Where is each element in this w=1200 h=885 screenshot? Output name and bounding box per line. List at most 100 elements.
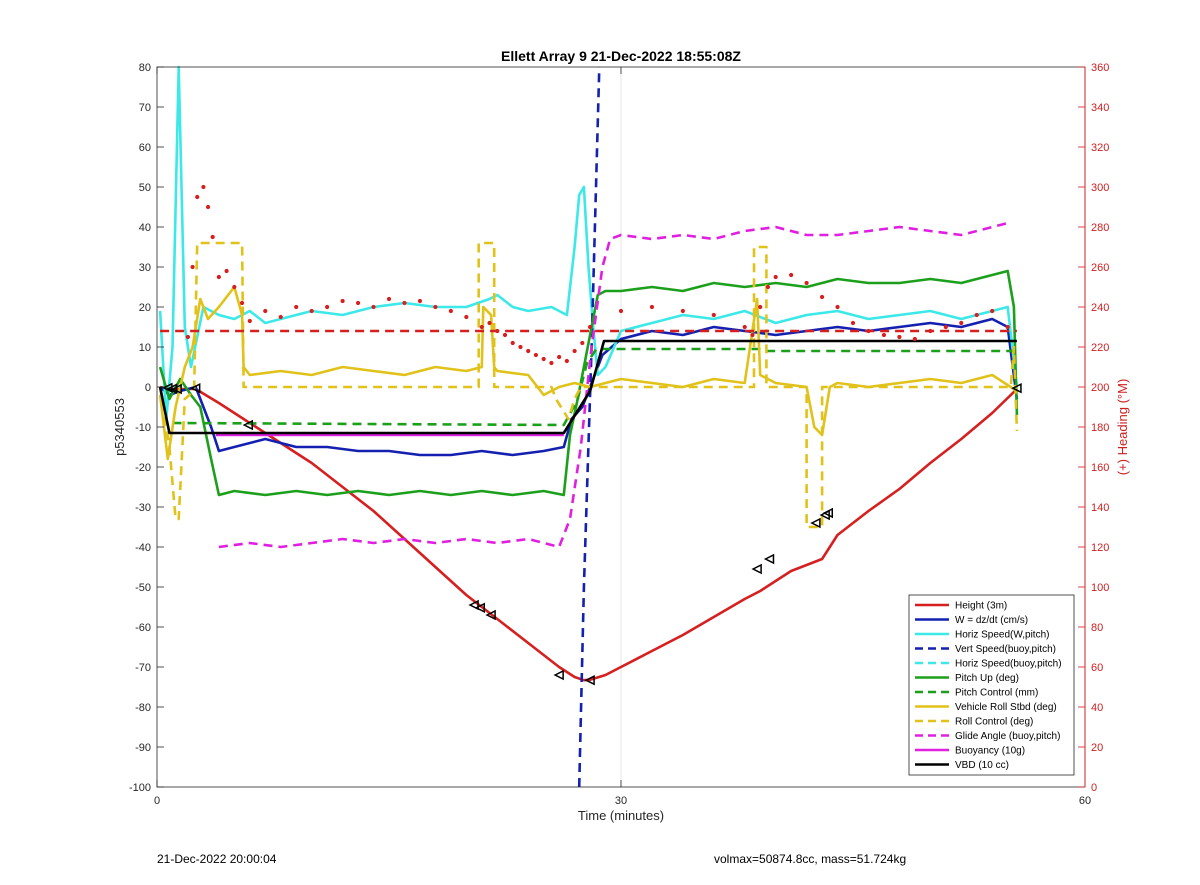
series-point-heading	[912, 336, 917, 342]
legend-label-vbd-10-cc: VBD (10 cc)	[955, 760, 1009, 771]
series-point-heading	[758, 304, 763, 310]
series-point-heading	[247, 318, 252, 324]
series-point-heading	[464, 314, 469, 320]
series-point-heading	[649, 304, 655, 310]
series-line-pitch-up-deg	[158, 269, 1019, 497]
series-point-heading	[239, 300, 245, 306]
x-tick-label: 60	[1079, 795, 1091, 807]
y-tick-label: -40	[135, 542, 151, 554]
height-marker	[166, 383, 178, 394]
legend-label-w-dz-dt-cm-s: W = dz/dt (cm/s)	[955, 615, 1028, 626]
y-tick-label: -80	[135, 702, 151, 714]
series-point-heading	[587, 324, 593, 330]
height-marker	[189, 382, 201, 394]
y2-tick-label: 360	[1091, 62, 1109, 74]
x-tick-label: 0	[154, 795, 160, 807]
series-point-heading	[195, 194, 200, 200]
height-marker	[162, 382, 173, 394]
series-point-heading	[487, 320, 492, 326]
series-point-heading	[479, 324, 484, 330]
y-tick-label: -20	[135, 462, 151, 474]
series-line-horiz-speed-w-pitch	[158, 65, 1019, 421]
y2-tick-label: 320	[1091, 142, 1109, 154]
y-axis-label: p5340553	[112, 398, 127, 456]
legend-label-vert-speed-buoy-pitch: Vert Speed(buoy,pitch)	[955, 644, 1056, 655]
series-layer	[158, 65, 1019, 788]
y2-tick-label: 20	[1091, 742, 1103, 754]
y2-tick-label: 60	[1091, 662, 1103, 674]
series-point-heading	[232, 284, 237, 290]
series-point-heading	[526, 348, 531, 354]
series-point-heading	[533, 352, 539, 358]
y2-tick-label: 220	[1091, 342, 1109, 354]
series-point-heading	[765, 284, 771, 290]
series-point-heading	[557, 354, 562, 360]
x-axis-label: Time (minutes)	[578, 808, 664, 823]
series-point-heading	[216, 274, 221, 280]
series-point-heading	[518, 344, 523, 350]
series-point-heading	[340, 298, 345, 304]
legend-label-horiz-speed-w-pitch: Horiz Speed(W,pitch)	[955, 630, 1049, 641]
series-point-heading	[541, 356, 546, 362]
y2-tick-label: 280	[1091, 222, 1109, 234]
series-point-heading	[448, 308, 453, 314]
series-point-heading	[309, 308, 314, 314]
series-point-heading	[773, 274, 778, 280]
series-point-heading	[294, 304, 299, 310]
series-point-heading	[185, 334, 191, 340]
legend-label-glide-angle-buoy-pitch: Glide Angle (buoy,pitch)	[955, 731, 1060, 742]
chart-title: Ellett Array 9 21-Dec-2022 18:55:08Z	[501, 48, 741, 64]
series-point-heading	[711, 312, 716, 318]
y2-tick-label: 180	[1091, 422, 1109, 434]
series-point-heading	[881, 332, 887, 338]
series-point-heading	[224, 268, 229, 274]
series-point-heading	[210, 234, 215, 240]
y-tick-label: -10	[135, 422, 151, 434]
marker-layer	[162, 382, 1022, 686]
y2-tick-label: 300	[1091, 182, 1109, 194]
legend-label-vehicle-roll-stbd-deg: Vehicle Roll Stbd (deg)	[955, 702, 1057, 713]
height-marker	[1011, 382, 1022, 394]
series-point-heading	[502, 332, 508, 338]
series-point-heading	[201, 184, 206, 190]
y-tick-label: 30	[139, 262, 151, 274]
height-marker	[474, 602, 486, 614]
y-tick-label: 0	[145, 382, 151, 394]
series-point-heading	[417, 298, 423, 304]
series-line-vert-speed-buoy-pitch	[577, 66, 601, 788]
y2-tick-label: 200	[1091, 382, 1109, 394]
series-point-heading	[819, 294, 825, 300]
series-point-heading	[618, 308, 624, 314]
legend-label-pitch-control-mm: Pitch Control (mm)	[955, 688, 1038, 699]
series-line-height-3m	[159, 385, 1018, 682]
y-tick-label: 40	[139, 222, 151, 234]
legend-label-buoyancy-10g: Buoyancy (10g)	[955, 746, 1025, 757]
series-point-heading	[1005, 324, 1010, 330]
height-marker	[763, 553, 775, 565]
height-marker	[584, 674, 595, 686]
footer-timestamp: 21-Dec-2022 20:00:04	[157, 852, 277, 866]
series-point-heading	[959, 320, 964, 326]
series-line-roll-control-deg	[158, 241, 1019, 529]
y-tick-label: 20	[139, 302, 151, 314]
y-tick-label: -90	[135, 742, 151, 754]
y2-tick-label: 80	[1091, 622, 1103, 634]
series-line-vbd-10-cc	[158, 339, 1017, 435]
series-point-heading	[205, 204, 211, 210]
series-line-glide-angle-buoy-pitch	[218, 221, 1009, 549]
series-point-heading	[278, 314, 283, 320]
series-point-heading	[897, 334, 902, 340]
y-tick-label: -100	[129, 782, 151, 794]
footer-vehicle-info: volmax=50874.8cc, mass=51.724kg	[714, 852, 907, 866]
height-marker	[468, 599, 479, 611]
series-point-heading	[974, 312, 979, 318]
series-point-heading	[386, 296, 392, 302]
height-marker	[810, 517, 821, 529]
series-point-heading	[549, 360, 554, 366]
series-point-heading	[263, 308, 268, 314]
y2-tick-label: 260	[1091, 262, 1109, 274]
y2-tick-label: 340	[1091, 102, 1109, 114]
height-marker	[171, 383, 182, 395]
x-tick-label: 30	[615, 795, 627, 807]
axis-layer: 0 30 60-100-90-80-70-60-50-40-30-20-100102…	[129, 62, 1109, 807]
